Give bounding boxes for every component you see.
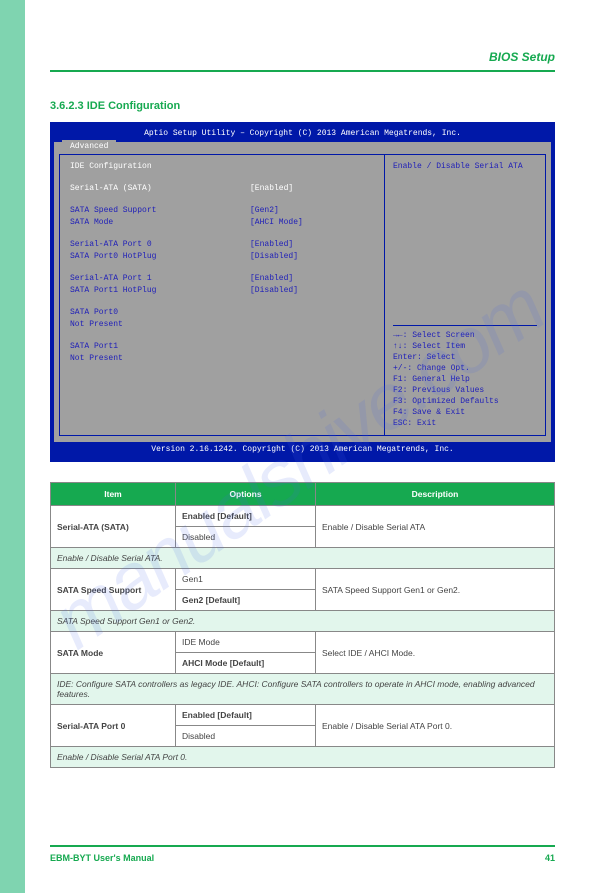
bios-nav-key: ESC: Exit [393, 418, 537, 429]
bios-tab-advanced: Advanced [62, 140, 116, 154]
bios-setting-value: [Disabled] [250, 285, 298, 297]
table-long-desc-row: Enable / Disable Serial ATA. [51, 548, 555, 569]
bios-setting-row: SATA Speed Support[Gen2] [70, 205, 374, 217]
page-content: BIOS Setup 3.6.2.3 IDE Configuration Apt… [50, 50, 555, 768]
bios-setting-label: SATA Port0 HotPlug [70, 251, 250, 263]
option-value-cell: Gen1 [176, 569, 316, 590]
option-long-desc-cell: Enable / Disable Serial ATA Port 0. [51, 747, 555, 768]
bios-setting-row: Not Present [70, 353, 374, 365]
bios-left-panel: IDE ConfigurationSerial-ATA (SATA)[Enabl… [59, 154, 384, 436]
bios-setting-value: [Enabled] [250, 183, 293, 195]
option-value-cell: AHCI Mode [Default] [176, 653, 316, 674]
bios-right-panel: Enable / Disable Serial ATA →←: Select S… [384, 154, 546, 436]
option-name-cell: SATA Mode [51, 632, 176, 674]
option-long-desc-cell: Enable / Disable Serial ATA. [51, 548, 555, 569]
table-header-cell: Options [176, 483, 316, 506]
option-value-cell: Disabled [176, 726, 316, 747]
option-desc-cell: SATA Speed Support Gen1 or Gen2. [316, 569, 555, 611]
option-value-cell: Gen2 [Default] [176, 590, 316, 611]
bios-setting-label: SATA Speed Support [70, 205, 250, 217]
table-header-row: ItemOptionsDescription [51, 483, 555, 506]
bios-setting-label: SATA Port0 [70, 307, 250, 319]
option-name-cell: Serial-ATA (SATA) [51, 506, 176, 548]
bios-setting-row: Not Present [70, 319, 374, 331]
bios-nav-key: F1: General Help [393, 374, 537, 385]
option-value-cell: Disabled [176, 527, 316, 548]
bios-setting-row: SATA Port1 HotPlug[Disabled] [70, 285, 374, 297]
bios-footer: Version 2.16.1242. Copyright (C) 2013 Am… [54, 442, 551, 458]
left-margin-bar [0, 0, 25, 893]
bios-header: Aptio Setup Utility – Copyright (C) 2013… [54, 126, 551, 142]
option-desc-cell: Select IDE / AHCI Mode. [316, 632, 555, 674]
bios-nav-keys: →←: Select Screen↑↓: Select ItemEnter: S… [393, 325, 537, 429]
bios-setting-value: [Enabled] [250, 273, 293, 285]
bios-setting-row: Serial-ATA Port 0[Enabled] [70, 239, 374, 251]
bios-setting-row: SATA Port0 [70, 307, 374, 319]
table-row: SATA Speed SupportGen1SATA Speed Support… [51, 569, 555, 590]
page-title: BIOS Setup [50, 50, 555, 64]
section-heading: 3.6.2.3 IDE Configuration [50, 100, 555, 112]
bios-setting-value: [Gen2] [250, 205, 279, 217]
bios-setting-value: [Enabled] [250, 239, 293, 251]
bios-setting-label: Serial-ATA Port 0 [70, 239, 250, 251]
option-value-cell: IDE Mode [176, 632, 316, 653]
options-table: ItemOptionsDescriptionSerial-ATA (SATA)E… [50, 482, 555, 768]
bios-setting-row: SATA Port1 [70, 341, 374, 353]
bios-setting-label: Not Present [70, 319, 250, 331]
option-name-cell: SATA Speed Support [51, 569, 176, 611]
bios-setting-label: SATA Port1 [70, 341, 250, 353]
bios-nav-key: ↑↓: Select Item [393, 341, 537, 352]
bios-setting-label: SATA Port1 HotPlug [70, 285, 250, 297]
bios-nav-key: →←: Select Screen [393, 330, 537, 341]
option-value-cell: Enabled [Default] [176, 705, 316, 726]
table-row: Serial-ATA (SATA)Enabled [Default]Enable… [51, 506, 555, 527]
option-long-desc-cell: SATA Speed Support Gen1 or Gen2. [51, 611, 555, 632]
bios-setting-value: [Disabled] [250, 251, 298, 263]
bios-nav-key: F3: Optimized Defaults [393, 396, 537, 407]
bios-nav-key: F2: Previous Values [393, 385, 537, 396]
option-value-cell: Enabled [Default] [176, 506, 316, 527]
bios-setting-label: Not Present [70, 353, 250, 365]
bios-nav-key: Enter: Select [393, 352, 537, 363]
bios-screenshot: Aptio Setup Utility – Copyright (C) 2013… [50, 122, 555, 462]
bios-body: IDE ConfigurationSerial-ATA (SATA)[Enabl… [59, 154, 546, 436]
footer-rule [50, 845, 555, 847]
bios-setting-label: Serial-ATA Port 1 [70, 273, 250, 285]
footer-page-number: 41 [545, 853, 555, 863]
table-long-desc-row: SATA Speed Support Gen1 or Gen2. [51, 611, 555, 632]
header-rule [50, 70, 555, 72]
table-row: SATA ModeIDE ModeSelect IDE / AHCI Mode. [51, 632, 555, 653]
table-header-cell: Description [316, 483, 555, 506]
option-name-cell: Serial-ATA Port 0 [51, 705, 176, 747]
bios-nav-key: +/-: Change Opt. [393, 363, 537, 374]
bios-setting-row: SATA Mode[AHCI Mode] [70, 217, 374, 229]
bios-setting-label: Serial-ATA (SATA) [70, 183, 250, 195]
page-footer: EBM-BYT User's Manual 41 [50, 845, 555, 863]
option-desc-cell: Enable / Disable Serial ATA [316, 506, 555, 548]
option-desc-cell: Enable / Disable Serial ATA Port 0. [316, 705, 555, 747]
table-row: Serial-ATA Port 0Enabled [Default]Enable… [51, 705, 555, 726]
bios-setting-label: SATA Mode [70, 217, 250, 229]
bios-config-heading: IDE Configuration [70, 161, 374, 173]
footer-left-text: EBM-BYT User's Manual [50, 853, 154, 863]
table-header-cell: Item [51, 483, 176, 506]
table-long-desc-row: IDE: Configure SATA controllers as legac… [51, 674, 555, 705]
bios-nav-key: F4: Save & Exit [393, 407, 537, 418]
bios-setting-row: Serial-ATA Port 1[Enabled] [70, 273, 374, 285]
bios-setting-value: [AHCI Mode] [250, 217, 303, 229]
bios-help-text: Enable / Disable Serial ATA [393, 161, 537, 173]
option-long-desc-cell: IDE: Configure SATA controllers as legac… [51, 674, 555, 705]
bios-setting-row: SATA Port0 HotPlug[Disabled] [70, 251, 374, 263]
table-long-desc-row: Enable / Disable Serial ATA Port 0. [51, 747, 555, 768]
bios-setting-row: Serial-ATA (SATA)[Enabled] [70, 183, 374, 195]
